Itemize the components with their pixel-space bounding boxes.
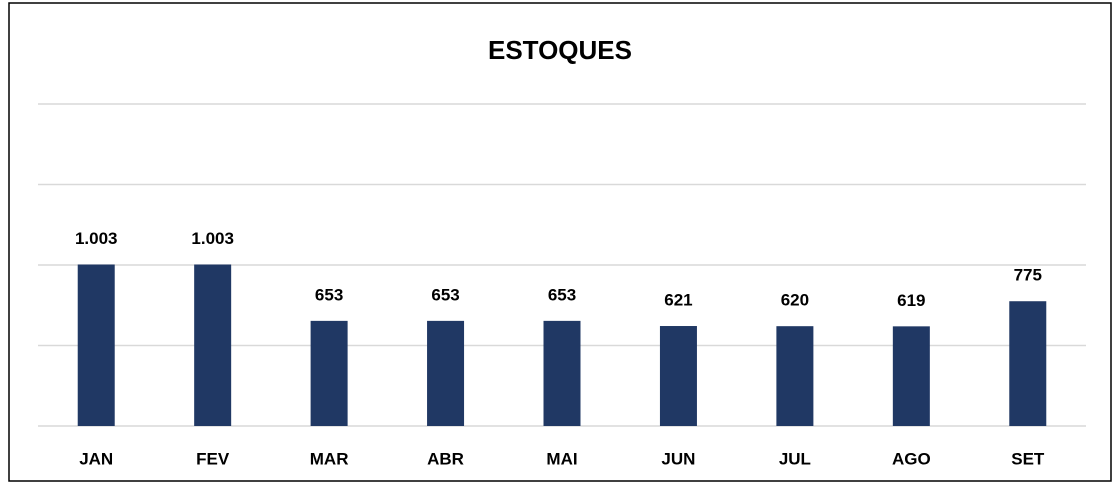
bar bbox=[776, 326, 814, 426]
bar bbox=[659, 326, 697, 426]
data-label: 1.003 bbox=[191, 229, 234, 248]
data-label: 653 bbox=[548, 285, 576, 304]
data-label: 620 bbox=[781, 291, 809, 310]
bar bbox=[194, 264, 232, 426]
x-tick-label: ABR bbox=[427, 449, 464, 468]
data-label: 653 bbox=[431, 285, 459, 304]
data-label: 621 bbox=[664, 291, 692, 310]
chart-title: ESTOQUES bbox=[488, 35, 632, 65]
x-tick-label: SET bbox=[1011, 449, 1045, 468]
data-label: 775 bbox=[1014, 266, 1042, 285]
data-label: 1.003 bbox=[75, 229, 118, 248]
bar bbox=[427, 320, 465, 426]
x-tick-label: FEV bbox=[196, 449, 230, 468]
bar bbox=[892, 326, 930, 426]
data-label: 653 bbox=[315, 285, 343, 304]
bar bbox=[1009, 301, 1047, 426]
x-tick-label: JUL bbox=[779, 449, 811, 468]
x-tick-label: MAI bbox=[546, 449, 577, 468]
data-label: 619 bbox=[897, 291, 925, 310]
x-tick-label: AGO bbox=[892, 449, 931, 468]
x-tick-label: JUN bbox=[661, 449, 695, 468]
bar bbox=[310, 320, 348, 426]
x-tick-label: JAN bbox=[79, 449, 113, 468]
x-tick-label: MAR bbox=[310, 449, 349, 468]
bar bbox=[77, 264, 115, 426]
bar bbox=[543, 320, 581, 426]
